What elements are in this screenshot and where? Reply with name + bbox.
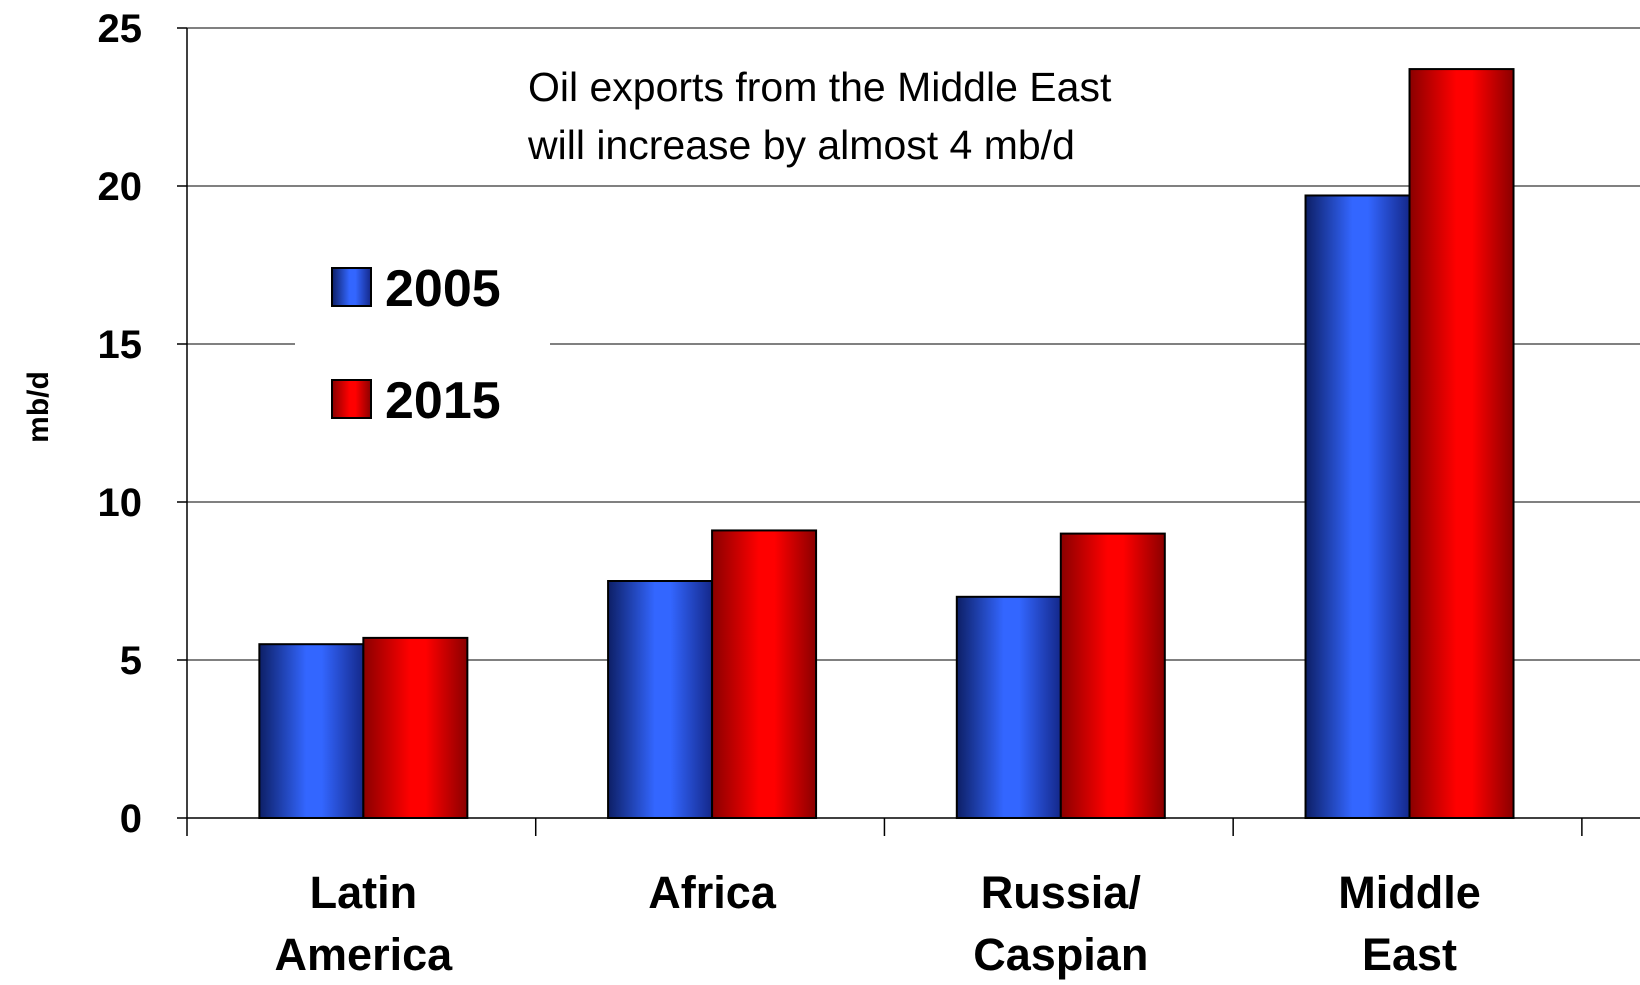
bar-2005-3 [955,595,1062,819]
x-category-label: Africa [648,867,777,918]
bar-2015-3 [1059,532,1166,819]
annotation-line-2: will increase by almost 4 mb/d [527,122,1075,168]
bar-2005-1 [258,643,365,820]
legend-swatch-2015 [331,379,372,419]
legend-swatch-2005 [331,267,372,307]
y-tick-label: 15 [98,323,143,367]
legend: 2005 2015 [295,230,550,435]
legend-label-2005: 2005 [385,260,501,318]
y-tick-label: 25 [98,7,143,51]
x-axis-labels: Latin America Africa Russia/Caspian Middle Ea… [275,867,1481,980]
bars [258,68,1515,820]
x-category-label: Middle East [1338,867,1481,980]
bar-2015-1 [362,636,469,819]
bar-2015-2 [711,529,818,819]
x-category-label: Russia/Caspian [973,867,1148,980]
bar-2015-4 [1408,68,1515,819]
y-tick-label: 20 [98,165,143,209]
y-tick-label: 10 [98,481,143,525]
bar-2005-4 [1304,194,1411,820]
bar-2005-2 [607,580,714,819]
y-axis-label: mb/d [22,371,55,443]
annotation-line-1: Oil exports from the Middle East [528,64,1112,110]
x-category-label: Latin America [275,867,454,980]
y-tick-label: 5 [120,639,142,683]
y-tick-label: 0 [120,797,142,841]
legend-label-2015: 2015 [385,372,501,430]
y-axis-ticks: 0 5 10 15 20 25 [98,7,187,841]
